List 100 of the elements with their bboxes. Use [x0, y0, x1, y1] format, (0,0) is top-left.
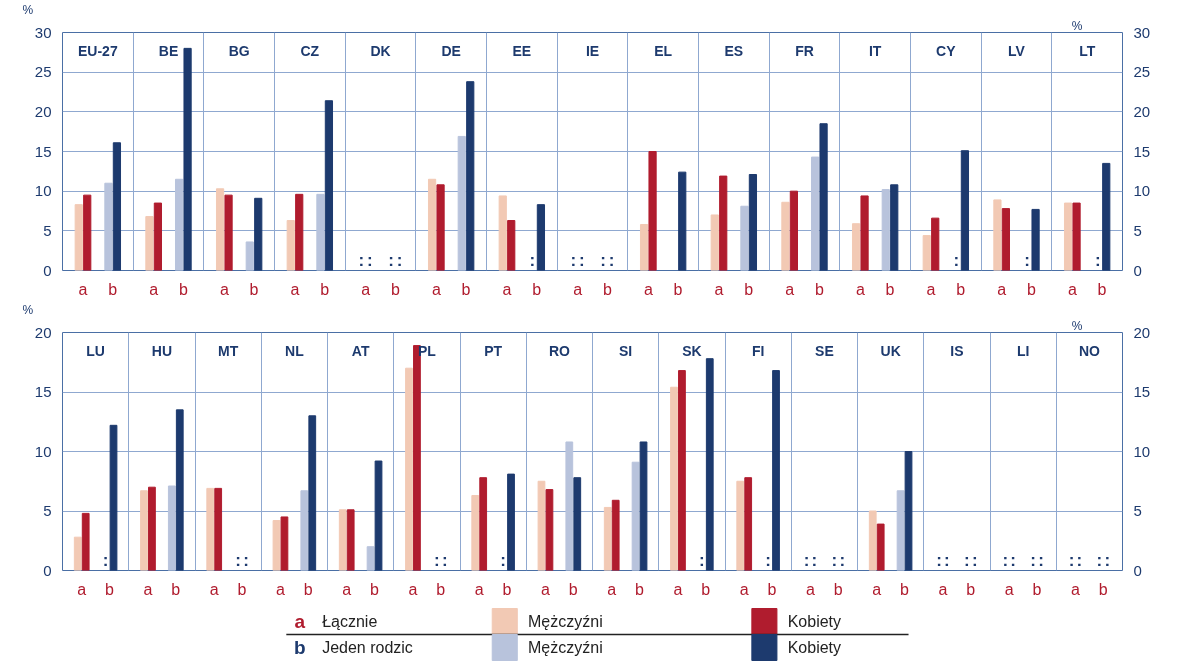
- bar: [931, 217, 940, 271]
- text: b: [635, 580, 644, 598]
- x-tick-label: PT: [484, 342, 503, 359]
- bar: [215, 188, 225, 271]
- x-tick-label: FR: [795, 42, 814, 59]
- y2-tick-label: 20: [1133, 102, 1151, 120]
- bar: [1072, 202, 1081, 271]
- bar: [316, 193, 325, 271]
- text: a: [872, 580, 882, 598]
- bar: [536, 204, 546, 271]
- bar: [280, 516, 289, 571]
- x-tick-label: FI: [751, 342, 765, 359]
- text: a: [938, 580, 948, 598]
- bar: [308, 415, 317, 571]
- text: b: [767, 580, 777, 598]
- y2-tick-label: 30: [1133, 23, 1151, 41]
- y-tick-label: 15: [34, 383, 52, 400]
- x-tick-label: DE: [441, 42, 461, 59]
- x-tick-label: CY: [936, 42, 957, 59]
- bar: [338, 509, 347, 571]
- bar: [153, 202, 162, 271]
- text: a: [361, 280, 371, 298]
- text: b: [602, 280, 612, 298]
- text: b: [1032, 580, 1042, 598]
- bar: [993, 199, 1002, 271]
- y2-tick-label: 5: [1133, 221, 1142, 239]
- text: a: [926, 280, 936, 298]
- text: :: [944, 550, 950, 570]
- bar: [545, 489, 554, 571]
- y-axis-title: %: [22, 302, 34, 317]
- bar: [183, 47, 192, 271]
- bar: [224, 194, 233, 271]
- y-tick-label: 10: [34, 182, 52, 200]
- text: b: [900, 580, 909, 598]
- y2-tick-label: 25: [1133, 63, 1151, 81]
- x-tick-label: LU: [86, 342, 105, 359]
- bar: [611, 499, 620, 571]
- y2-axis-title: %: [1071, 18, 1083, 33]
- y-tick-label: 0: [43, 261, 52, 279]
- bar: [1063, 202, 1073, 271]
- text: a: [541, 580, 550, 598]
- bar: [719, 175, 728, 271]
- text: b: [744, 280, 754, 298]
- text: :: [1096, 550, 1103, 570]
- bar: [112, 142, 122, 271]
- x-tick-label: EU-27: [77, 42, 118, 59]
- text: b: [568, 580, 578, 598]
- text: a: [143, 580, 153, 598]
- y2-axis-title: %: [1071, 318, 1083, 333]
- bar: [374, 460, 383, 571]
- text: :: [1038, 550, 1044, 570]
- text: b: [1098, 580, 1108, 598]
- y2-tick-label: 10: [1133, 442, 1151, 460]
- text: :: [936, 550, 942, 570]
- text: :: [839, 550, 846, 570]
- bar: [740, 205, 749, 271]
- text: :: [441, 550, 448, 570]
- text: :: [1030, 550, 1036, 570]
- bar: [573, 477, 582, 571]
- bar: [300, 490, 309, 571]
- text: :: [367, 250, 373, 270]
- x-tick-label: IE: [585, 42, 600, 59]
- text: a: [785, 280, 795, 298]
- bar: [710, 214, 719, 271]
- text: :: [831, 550, 838, 570]
- text: :: [963, 550, 970, 570]
- y2-tick-label: 0: [1133, 561, 1142, 579]
- y2-tick-label: 15: [1133, 142, 1151, 160]
- y2-tick-label: 15: [1133, 383, 1151, 400]
- text: :: [433, 550, 440, 570]
- bar: [890, 184, 899, 271]
- text: :: [102, 550, 109, 570]
- text: a: [502, 280, 512, 298]
- bar: [83, 194, 92, 271]
- text: b: [673, 280, 683, 298]
- x-tick-label: NL: [285, 342, 305, 359]
- text: a: [209, 580, 219, 598]
- bar: [736, 480, 745, 571]
- y-tick-label: 0: [43, 561, 52, 579]
- bar: [678, 171, 687, 271]
- bar: [175, 409, 184, 571]
- text: :: [765, 550, 771, 570]
- text: :: [971, 550, 978, 570]
- y2-tick-label: 5: [1133, 502, 1142, 519]
- bar: [214, 487, 223, 571]
- x-tick-label: CZ: [300, 42, 320, 59]
- x-tick-label: EL: [654, 42, 673, 59]
- bar: [73, 536, 82, 571]
- text: :: [570, 250, 577, 270]
- bar: [498, 195, 507, 271]
- bar: [860, 195, 869, 271]
- text: b: [1026, 280, 1036, 298]
- text: :: [243, 550, 249, 570]
- bar: [960, 150, 970, 271]
- text: a: [78, 280, 88, 298]
- text: a: [408, 580, 418, 598]
- text: a: [573, 280, 583, 298]
- text: b: [293, 637, 306, 658]
- x-tick-label: HU: [151, 342, 172, 359]
- x-tick-label: AT: [351, 342, 370, 359]
